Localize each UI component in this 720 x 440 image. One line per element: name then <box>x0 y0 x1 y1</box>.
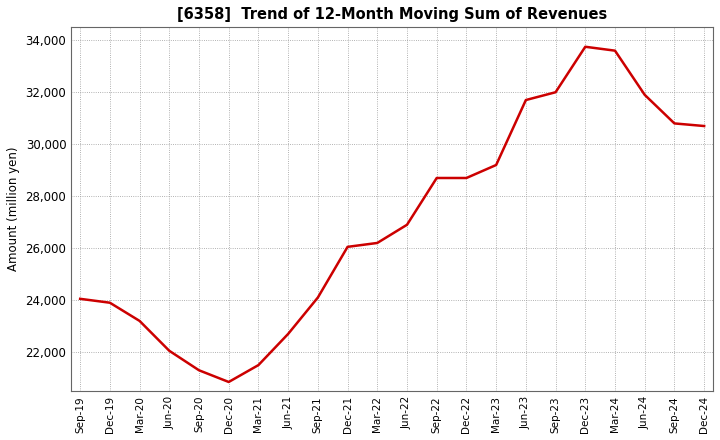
Title: [6358]  Trend of 12-Month Moving Sum of Revenues: [6358] Trend of 12-Month Moving Sum of R… <box>177 7 607 22</box>
Y-axis label: Amount (million yen): Amount (million yen) <box>7 147 20 271</box>
